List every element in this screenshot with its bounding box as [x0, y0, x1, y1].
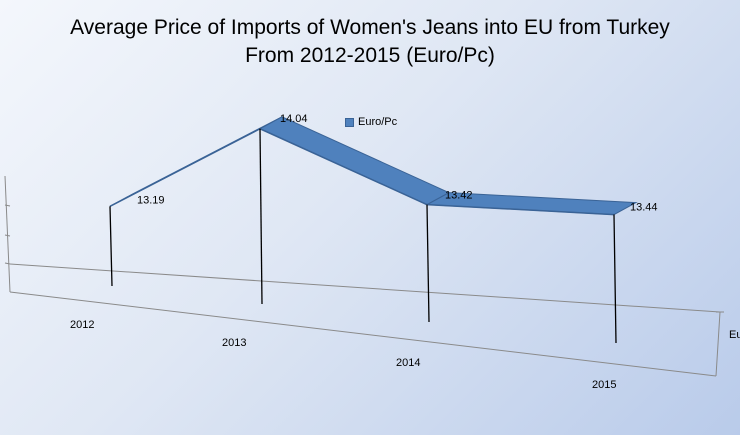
floor-front-edge — [9, 291, 717, 377]
y-tick — [4, 204, 11, 207]
drop-line — [613, 214, 617, 344]
y-tick — [4, 234, 11, 237]
legend: Euro/Pc — [345, 116, 397, 128]
series-axis-label: Eu — [729, 329, 740, 341]
floor-right-edge — [715, 311, 721, 377]
drop-line — [259, 128, 263, 305]
data-label: 13.44 — [630, 202, 658, 214]
chart-title-line-1: Average Price of Imports of Women's Jean… — [70, 16, 670, 39]
y-axis-line — [4, 175, 11, 293]
legend-label: Euro/Pc — [358, 116, 398, 128]
drop-line — [426, 204, 430, 323]
y-tick — [4, 262, 11, 265]
chart-title: Average Price of Imports of Women's Jean… — [0, 14, 740, 70]
x-tick-label: 2013 — [222, 337, 246, 349]
legend-swatch — [345, 117, 354, 127]
x-tick-label: 2015 — [592, 379, 616, 391]
ribbon-segment — [258, 116, 451, 206]
drop-line — [109, 206, 113, 287]
x-tick-label: 2014 — [396, 357, 420, 369]
chart-title-line-2: From 2012-2015 (Euro/Pc) — [245, 44, 495, 67]
x-tick-label: 2012 — [70, 319, 94, 331]
data-label: 13.42 — [445, 190, 473, 202]
series-line — [109, 127, 615, 216]
data-label: 14.04 — [280, 113, 308, 125]
floor-back-edge — [9, 263, 721, 313]
data-label: 13.19 — [137, 194, 165, 206]
